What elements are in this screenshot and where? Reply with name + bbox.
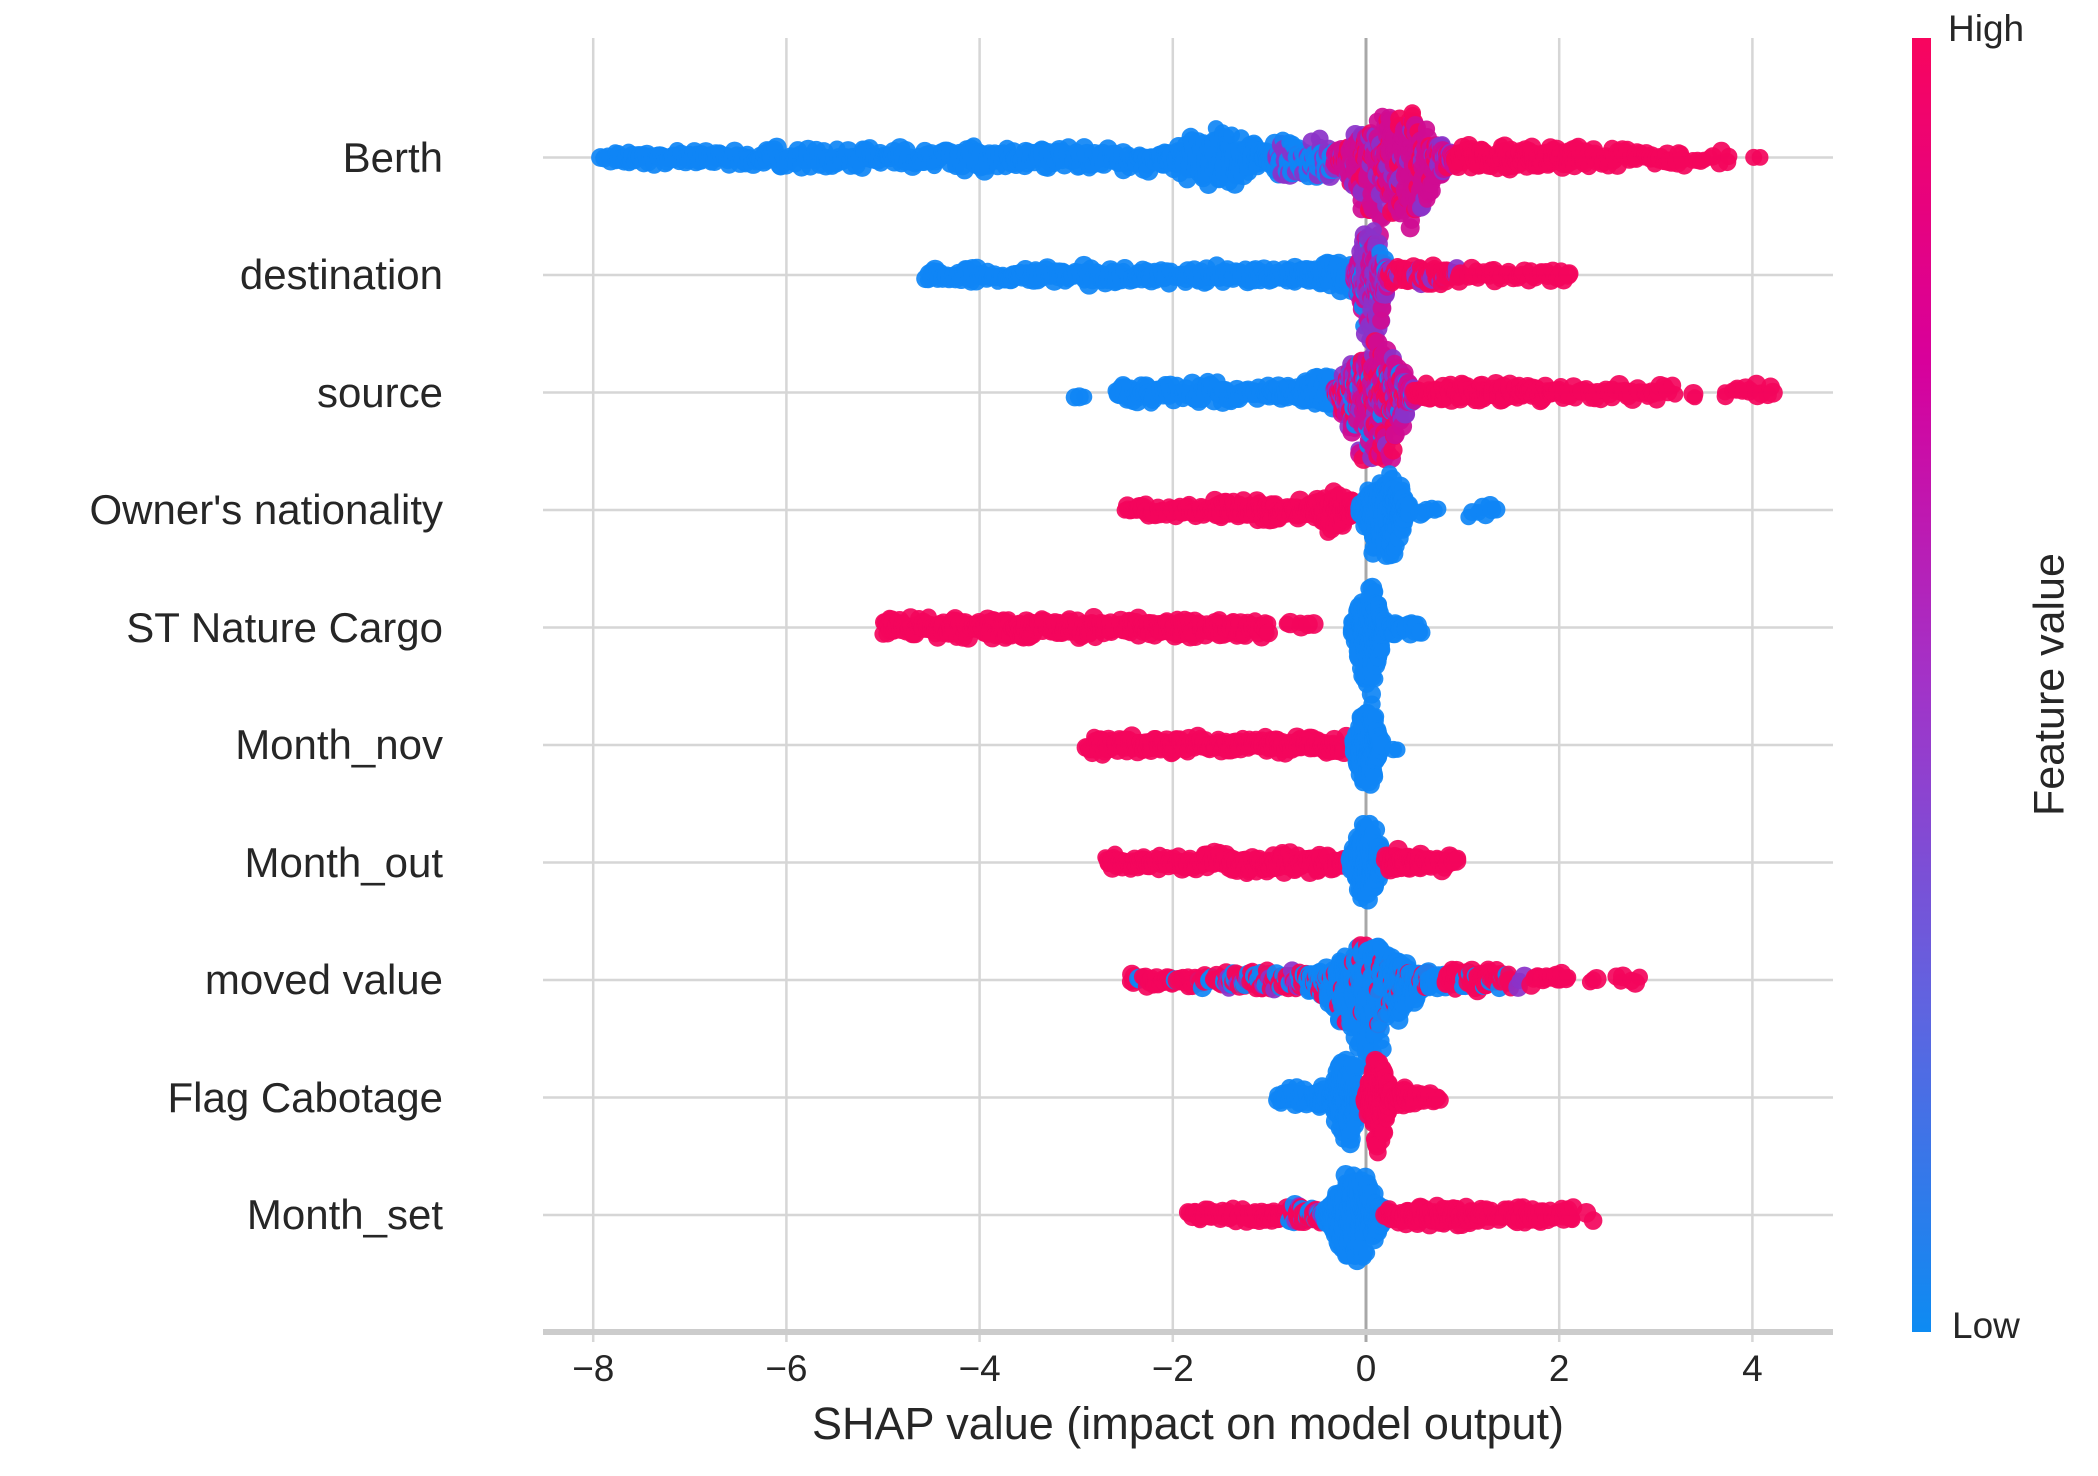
colorbar-title: Feature value	[2025, 553, 2074, 817]
feature-label: moved value	[204, 956, 443, 1003]
feature-label: destination	[239, 251, 443, 298]
feature-label: Month_nov	[235, 721, 443, 768]
x-tick-label: −6	[765, 1348, 808, 1389]
colorbar-low-label: Low	[1952, 1305, 2020, 1346]
feature-label: Month_out	[244, 838, 443, 886]
feature-label: Flag Cabotage	[167, 1073, 443, 1121]
x-tick-label: −2	[1151, 1348, 1194, 1389]
x-axis-label: SHAP value (impact on model output)	[811, 1398, 1565, 1449]
colorbar-high-label: High	[1948, 8, 2025, 49]
x-tick-label: 0	[1355, 1348, 1377, 1389]
feature-label: ST Nature Cargo	[126, 603, 443, 651]
feature-label: source	[316, 368, 443, 416]
x-tick-label: 4	[1742, 1348, 1763, 1389]
feature-label: Owner's nationality	[89, 486, 443, 533]
colorbar	[1912, 38, 1931, 1332]
x-tick-label: −8	[572, 1348, 615, 1389]
x-tick-label: 2	[1548, 1348, 1570, 1389]
x-tick-label: −4	[958, 1348, 1001, 1389]
feature-label: Month_set	[246, 1191, 443, 1238]
feature-label: Berth	[342, 133, 443, 181]
